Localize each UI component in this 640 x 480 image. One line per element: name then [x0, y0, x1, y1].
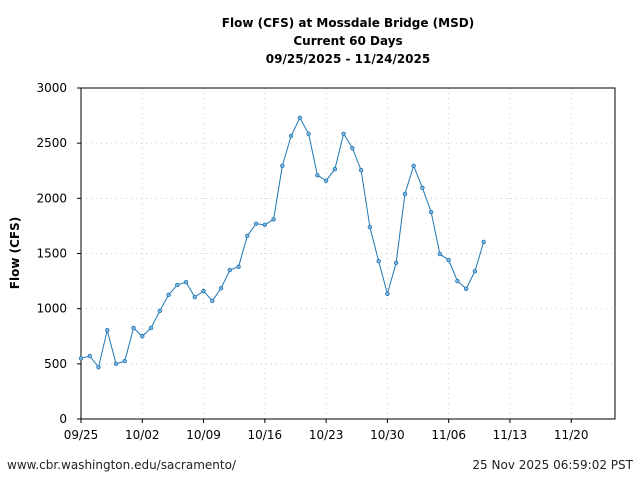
data-point: [350, 145, 355, 151]
data-point: [148, 325, 154, 331]
data-point: [437, 251, 443, 257]
data-point: [140, 334, 145, 339]
x-tick-label: 09/25: [64, 428, 99, 442]
data-point: [245, 233, 250, 239]
data-point: [481, 239, 486, 245]
data-point: [446, 257, 451, 263]
data-point: [166, 292, 171, 298]
data-point: [122, 358, 127, 364]
data-point: [175, 282, 180, 288]
data-point: [96, 364, 101, 370]
chart-title-line: Flow (CFS) at Mossdale Bridge (MSD): [222, 16, 474, 30]
data-point: [376, 259, 381, 264]
data-point: [78, 356, 84, 361]
data-point: [455, 278, 460, 284]
y-tick-label: 500: [44, 357, 67, 371]
data-point: [358, 167, 364, 173]
data-point: [183, 279, 189, 285]
x-tick-label: 10/23: [309, 428, 344, 442]
x-tick-label: 10/30: [370, 428, 405, 442]
data-point: [393, 260, 399, 266]
y-tick-label: 3000: [36, 81, 67, 95]
data-point: [297, 115, 303, 120]
y-tick-label: 2000: [36, 191, 67, 205]
x-tick-label: 10/16: [248, 428, 283, 442]
data-point: [262, 222, 268, 228]
data-point: [385, 291, 390, 296]
data-point: [411, 163, 416, 168]
data-point: [323, 178, 329, 183]
source-link[interactable]: www.cbr.washington.edu/sacramento/: [7, 458, 236, 472]
data-point: [315, 172, 320, 178]
data-point: [201, 288, 206, 294]
data-point: [306, 131, 311, 136]
data-point: [131, 325, 136, 331]
x-tick-label: 10/09: [186, 428, 221, 442]
x-tick-label: 11/06: [431, 428, 466, 442]
x-tick-label: 11/20: [554, 428, 589, 442]
y-tick-label: 0: [59, 412, 67, 426]
data-point: [463, 286, 469, 292]
data-point: [288, 133, 294, 139]
chart-title-line: Current 60 Days: [293, 34, 402, 48]
series-line: [80, 116, 485, 369]
data-point: [332, 166, 338, 172]
data-point: [218, 286, 224, 291]
data-point: [402, 191, 408, 197]
data-point: [157, 308, 162, 314]
x-tick-label: 11/13: [493, 428, 528, 442]
x-tick-label: 10/02: [125, 428, 160, 442]
data-point: [420, 185, 425, 191]
data-point: [428, 209, 434, 215]
y-axis-label: Flow (CFS): [8, 217, 22, 289]
data-point: [280, 163, 285, 168]
chart-title-line: 09/25/2025 - 11/24/2025: [266, 52, 430, 66]
y-tick-label: 1000: [36, 302, 67, 316]
data-point: [253, 221, 259, 226]
data-point: [192, 294, 198, 300]
data-point: [271, 217, 276, 222]
data-point: [341, 131, 346, 136]
y-tick-label: 2500: [36, 136, 67, 150]
data-point: [105, 327, 110, 333]
data-point: [227, 267, 233, 273]
data-point: [210, 298, 215, 304]
data-point: [236, 264, 241, 269]
data-point: [113, 361, 119, 367]
data-point: [472, 268, 478, 274]
timestamp: 25 Nov 2025 06:59:02 PST: [472, 458, 633, 472]
plot-frame: [80, 87, 616, 420]
y-tick-label: 1500: [36, 247, 67, 261]
data-point: [367, 224, 373, 230]
data-point: [87, 353, 92, 359]
